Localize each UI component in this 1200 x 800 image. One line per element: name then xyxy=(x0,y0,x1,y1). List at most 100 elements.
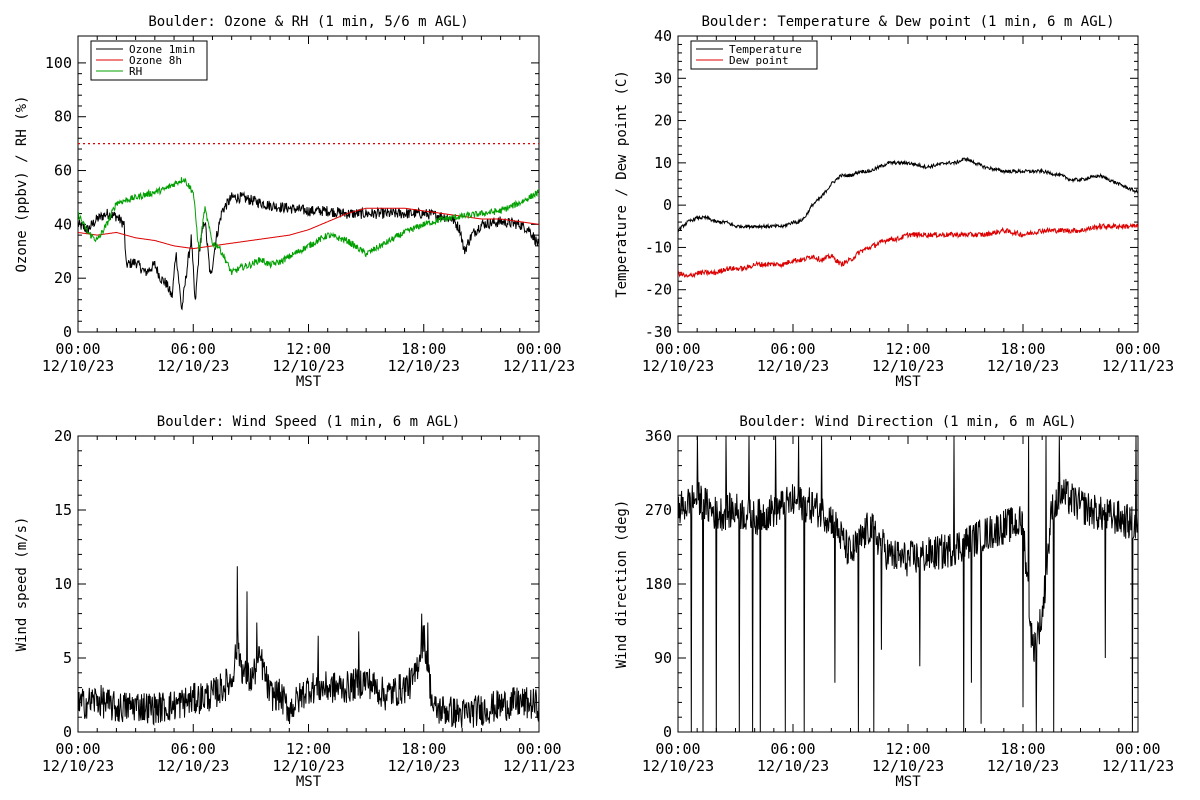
legend-label: Ozone 1min xyxy=(129,43,195,56)
x-axis-label: MST xyxy=(296,774,322,790)
x-tick-time: 18:00 xyxy=(401,740,446,758)
series-line xyxy=(78,177,539,276)
y-tick-label: 100 xyxy=(45,54,72,72)
y-tick-label: 0 xyxy=(663,196,672,214)
x-tick-time: 00:00 xyxy=(516,340,561,358)
y-tick-label: 180 xyxy=(645,575,672,593)
x-tick-date: 12/10/23 xyxy=(157,357,229,375)
y-axis: -30 -20 -10 0 10 20 30 40 xyxy=(645,27,1138,341)
y-tick-label: 10 xyxy=(54,575,72,593)
y-tick-label: 20 xyxy=(54,427,72,445)
x-tick-date: 12/10/23 xyxy=(872,357,944,375)
y-tick-label: 40 xyxy=(54,215,72,233)
x-tick-date: 12/10/23 xyxy=(42,757,114,775)
y-tick-label: 40 xyxy=(654,27,672,45)
y-axis-label: Wind direction (deg) xyxy=(614,500,630,669)
x-tick-time: 00:00 xyxy=(516,740,561,758)
x-tick-time: 18:00 xyxy=(1000,340,1045,358)
y-tick-label: 20 xyxy=(54,269,72,287)
x-tick-time: 06:00 xyxy=(770,340,815,358)
x-tick-time: 12:00 xyxy=(885,740,930,758)
chart-ozone_rh: Boulder: Ozone & RH (1 min, 5/6 m AGL) 0 2… xyxy=(14,14,575,390)
y-tick-label: 0 xyxy=(63,323,72,341)
plot-frame xyxy=(677,35,1139,333)
x-tick-date: 12/10/23 xyxy=(388,357,460,375)
y-tick-label: 15 xyxy=(54,501,72,519)
x-tick-time: 00:00 xyxy=(1115,740,1160,758)
y-tick-label: 360 xyxy=(645,427,672,445)
x-tick-date: 12/10/23 xyxy=(388,757,460,775)
y-tick-label: 20 xyxy=(654,112,672,130)
y-tick-label: 30 xyxy=(654,69,672,87)
x-axis: 00:0012/10/2306:0012/10/2312:0012/10/231… xyxy=(642,36,1174,375)
y-tick-label: 270 xyxy=(645,501,672,519)
y-axis: 0 5 10 15 20 xyxy=(54,427,539,741)
x-axis-label: MST xyxy=(296,374,322,390)
series-line xyxy=(678,222,1138,279)
x-tick-time: 00:00 xyxy=(1115,340,1160,358)
legend-label: Ozone 8h xyxy=(129,54,182,67)
y-axis-label: Wind speed (m/s) xyxy=(14,517,30,652)
legend-label: Dew point xyxy=(729,54,789,67)
x-tick-date: 12/10/23 xyxy=(42,357,114,375)
y-tick-label: 60 xyxy=(54,162,72,180)
x-axis-label: MST xyxy=(895,374,921,390)
chart-wind_speed: Boulder: Wind Speed (1 min, 6 m AGL) 0 5 10… xyxy=(14,414,575,790)
series-line xyxy=(78,566,539,728)
chart-wind_direction: Boulder: Wind Direction (1 min, 6 m AGL)… xyxy=(614,414,1174,790)
series-line xyxy=(678,156,1138,233)
x-tick-date: 12/10/23 xyxy=(987,757,1059,775)
y-tick-label: 5 xyxy=(63,649,72,667)
y-axis-label: Ozone (ppbv) / RH (%) xyxy=(14,95,30,272)
chart-temp_dew: Boulder: Temperature & Dew point (1 min,… xyxy=(614,14,1174,390)
series-line xyxy=(678,436,1138,732)
x-tick-date: 12/10/23 xyxy=(642,757,714,775)
x-tick-date: 12/11/23 xyxy=(503,757,575,775)
x-tick-date: 12/10/23 xyxy=(757,357,829,375)
legend-label: Temperature xyxy=(729,43,802,56)
x-tick-date: 12/11/23 xyxy=(503,357,575,375)
legend-label: RH xyxy=(129,65,142,78)
x-tick-date: 12/10/23 xyxy=(272,357,344,375)
x-tick-time: 00:00 xyxy=(55,740,100,758)
plot-frame xyxy=(677,435,1139,733)
y-tick-label: 10 xyxy=(654,154,672,172)
x-tick-time: 12:00 xyxy=(286,340,331,358)
x-tick-time: 06:00 xyxy=(770,740,815,758)
x-tick-date: 12/11/23 xyxy=(1102,757,1174,775)
x-tick-date: 12/10/23 xyxy=(872,757,944,775)
y-tick-label: 80 xyxy=(54,108,72,126)
series-line xyxy=(78,191,539,311)
chart-title: Boulder: Wind Direction (1 min, 6 m AGL) xyxy=(739,414,1076,430)
x-tick-date: 12/10/23 xyxy=(987,357,1059,375)
x-axis-label: MST xyxy=(895,774,921,790)
y-axis: 0 20 40 60 80 100 xyxy=(45,54,539,341)
x-axis: 00:0012/10/2306:0012/10/2312:0012/10/231… xyxy=(42,36,575,375)
x-tick-time: 00:00 xyxy=(655,740,700,758)
x-tick-time: 00:00 xyxy=(655,340,700,358)
x-tick-time: 12:00 xyxy=(286,740,331,758)
x-tick-date: 12/11/23 xyxy=(1102,357,1174,375)
y-tick-label: -10 xyxy=(645,238,672,256)
x-tick-date: 12/10/23 xyxy=(157,757,229,775)
x-tick-date: 12/10/23 xyxy=(272,757,344,775)
chart-title: Boulder: Wind Speed (1 min, 6 m AGL) xyxy=(157,414,460,430)
x-tick-time: 18:00 xyxy=(1000,740,1045,758)
legend-box xyxy=(690,40,818,70)
x-tick-time: 06:00 xyxy=(171,740,216,758)
x-tick-time: 18:00 xyxy=(401,340,446,358)
y-tick-label: -20 xyxy=(645,281,672,299)
y-tick-label: 0 xyxy=(663,723,672,741)
y-tick-label: -30 xyxy=(645,323,672,341)
y-axis-label: Temperature / Dew point (C) xyxy=(614,70,630,298)
x-tick-date: 12/10/23 xyxy=(642,357,714,375)
x-tick-time: 12:00 xyxy=(885,340,930,358)
x-tick-time: 00:00 xyxy=(55,340,100,358)
chart-title: Boulder: Temperature & Dew point (1 min,… xyxy=(701,14,1114,30)
x-tick-date: 12/10/23 xyxy=(757,757,829,775)
y-axis: 0 90 180 270 360 xyxy=(645,427,1138,741)
y-tick-label: 90 xyxy=(654,649,672,667)
